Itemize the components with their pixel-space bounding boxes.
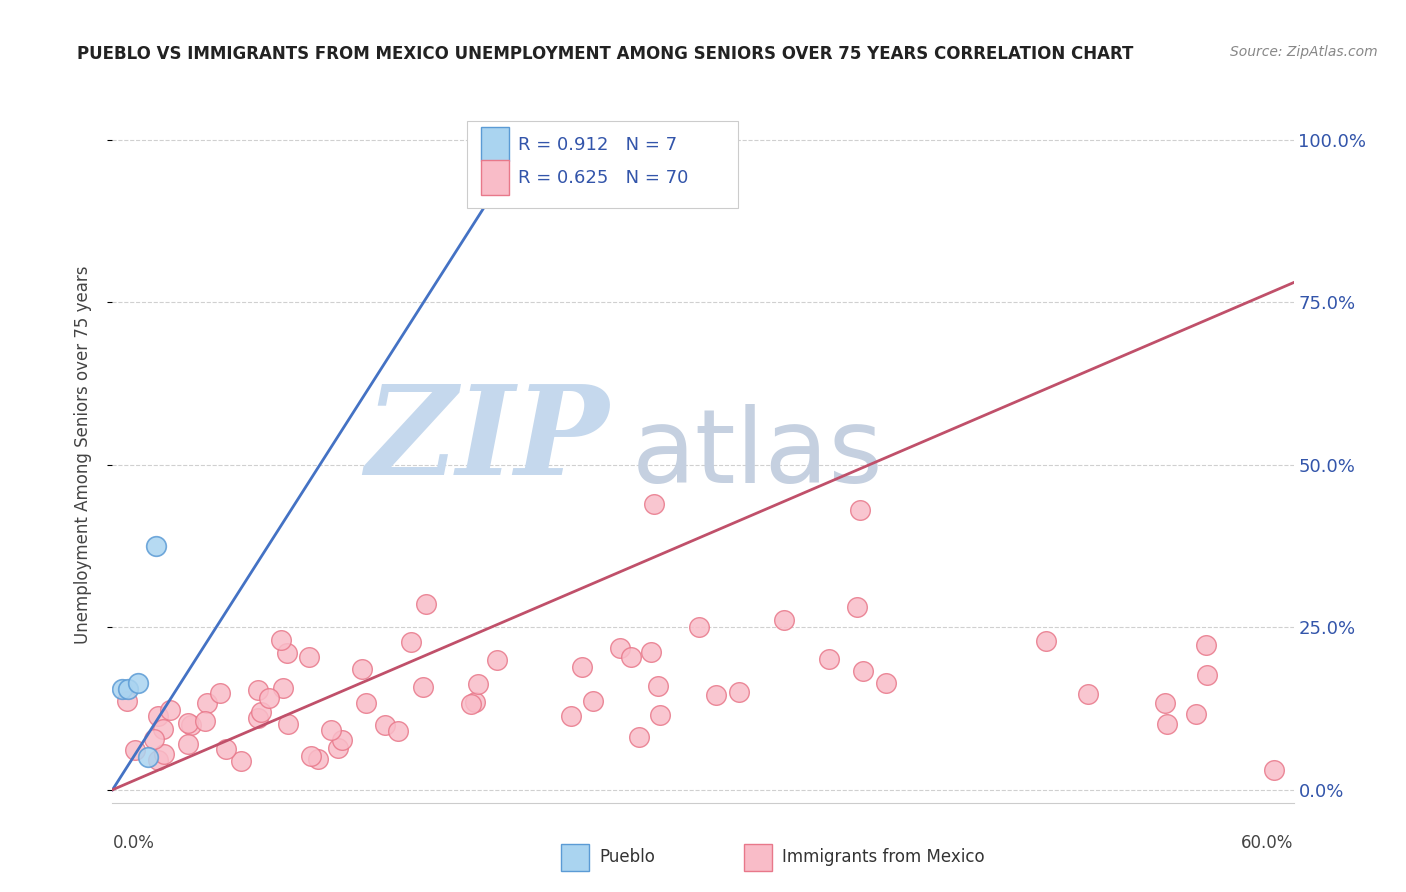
FancyBboxPatch shape <box>467 121 738 208</box>
Point <box>277 716 299 731</box>
Point <box>849 503 872 517</box>
Point <box>467 677 489 691</box>
Point <box>115 694 138 708</box>
Text: atlas: atlas <box>633 404 884 506</box>
Point <box>1156 717 1178 731</box>
Point <box>374 718 396 732</box>
Point <box>194 714 217 728</box>
Point <box>145 539 167 553</box>
Point <box>356 697 378 711</box>
Point <box>846 599 869 614</box>
Point <box>246 710 269 724</box>
Point <box>127 675 149 690</box>
Point <box>1035 633 1057 648</box>
FancyBboxPatch shape <box>481 127 509 161</box>
Text: ZIP: ZIP <box>364 380 609 502</box>
Point <box>209 686 232 700</box>
Point <box>146 753 169 767</box>
Point <box>571 660 593 674</box>
Point <box>647 679 669 693</box>
Point <box>142 732 165 747</box>
Point <box>152 723 174 737</box>
Point <box>271 681 294 696</box>
Point <box>352 662 374 676</box>
Point <box>1185 706 1208 721</box>
Point <box>297 650 319 665</box>
Point <box>1077 687 1099 701</box>
Point <box>250 705 273 719</box>
Text: R = 0.912   N = 7: R = 0.912 N = 7 <box>517 136 676 154</box>
Point <box>111 681 134 696</box>
Point <box>1154 696 1177 710</box>
Point <box>195 696 218 710</box>
Point <box>510 132 533 146</box>
Point <box>326 741 349 756</box>
Point <box>257 691 280 706</box>
FancyBboxPatch shape <box>481 160 509 194</box>
Point <box>491 132 513 146</box>
Point <box>650 707 672 722</box>
Point <box>464 695 486 709</box>
Point <box>146 709 169 723</box>
Text: R = 0.625   N = 70: R = 0.625 N = 70 <box>517 169 688 187</box>
Point <box>159 703 181 717</box>
Point <box>728 685 751 699</box>
Point <box>640 645 662 659</box>
Point <box>276 646 298 660</box>
Point <box>486 653 509 667</box>
Point <box>177 737 200 751</box>
Text: PUEBLO VS IMMIGRANTS FROM MEXICO UNEMPLOYMENT AMONG SENIORS OVER 75 YEARS CORREL: PUEBLO VS IMMIGRANTS FROM MEXICO UNEMPLO… <box>77 45 1133 62</box>
Point <box>399 635 422 649</box>
Text: Pueblo: Pueblo <box>599 848 655 866</box>
Point <box>117 681 139 696</box>
Point <box>852 665 875 679</box>
Point <box>620 650 643 665</box>
Y-axis label: Unemployment Among Seniors over 75 years: Unemployment Among Seniors over 75 years <box>73 266 91 644</box>
Point <box>772 613 794 627</box>
Point <box>706 688 728 702</box>
Text: Source: ZipAtlas.com: Source: ZipAtlas.com <box>1230 45 1378 59</box>
Point <box>124 743 146 757</box>
Point <box>177 716 200 731</box>
Point <box>180 718 202 732</box>
Text: 60.0%: 60.0% <box>1241 834 1294 852</box>
Point <box>153 747 176 762</box>
Point <box>460 697 482 711</box>
Point <box>415 597 437 611</box>
Point <box>330 733 353 747</box>
Point <box>1194 638 1216 652</box>
Point <box>582 694 605 708</box>
Point <box>609 640 631 655</box>
Point <box>136 750 159 764</box>
Point <box>412 680 434 694</box>
Point <box>387 723 409 738</box>
Point <box>688 619 710 633</box>
Point <box>247 682 270 697</box>
Point <box>875 676 897 690</box>
Point <box>1197 668 1219 682</box>
Point <box>214 742 236 756</box>
Point <box>299 749 322 764</box>
Point <box>229 754 252 768</box>
Point <box>560 708 582 723</box>
Point <box>643 497 665 511</box>
Point <box>270 632 292 647</box>
Point <box>818 651 841 665</box>
Text: Immigrants from Mexico: Immigrants from Mexico <box>782 848 984 866</box>
Point <box>1263 764 1285 778</box>
Text: 0.0%: 0.0% <box>112 834 155 852</box>
Point <box>627 730 650 744</box>
Point <box>321 723 343 737</box>
Point <box>307 752 329 766</box>
